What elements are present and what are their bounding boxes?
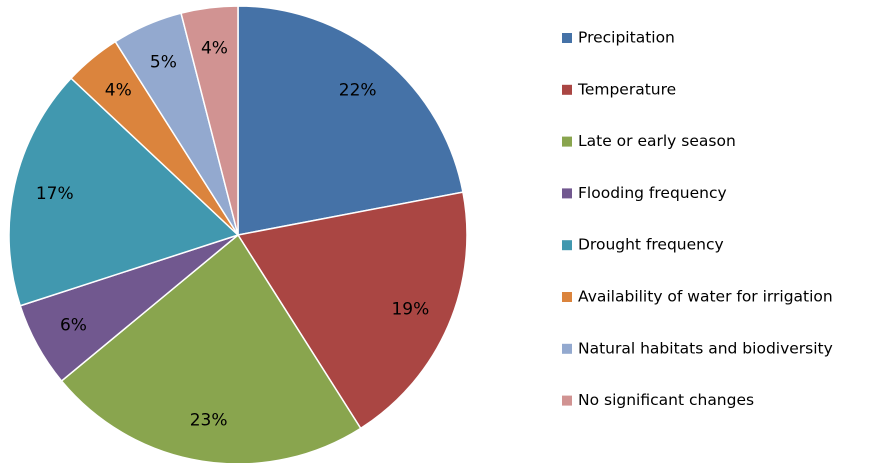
legend-label: Late or early season: [578, 132, 736, 150]
data-label: 22%: [339, 80, 377, 100]
data-label: 19%: [391, 300, 429, 320]
legend-label: Availability of water for irrigation: [578, 288, 833, 306]
legend-swatch: [562, 395, 572, 406]
pie-slice: [180, 5, 239, 236]
legend-label: Temperature: [577, 80, 676, 98]
legend-label: Precipitation: [578, 29, 675, 47]
data-label: 4%: [201, 39, 228, 59]
data-label: 5%: [150, 53, 177, 73]
legend-swatch: [562, 343, 572, 354]
pie-slice: [60, 233, 362, 463]
legend-swatch: [562, 84, 572, 95]
data-label: 23%: [190, 410, 228, 430]
data-label: 17%: [36, 184, 74, 204]
legend-swatch: [562, 33, 572, 43]
pie-slice: [8, 77, 240, 307]
legend-swatch: [562, 240, 572, 251]
legend-swatch: [562, 136, 572, 147]
data-label: 4%: [105, 80, 132, 100]
legend-swatch: [562, 188, 572, 199]
legend-label: Natural habitats and biodiversity: [578, 339, 833, 357]
data-label: 6%: [60, 315, 87, 335]
pie-slice: [236, 191, 468, 430]
legend-swatch: [562, 292, 572, 302]
legend-label: Drought frequency: [578, 236, 724, 254]
pie-slice: [237, 5, 464, 236]
legend-label: Flooding frequency: [578, 184, 727, 202]
legend-label: No significant changes: [578, 391, 754, 409]
